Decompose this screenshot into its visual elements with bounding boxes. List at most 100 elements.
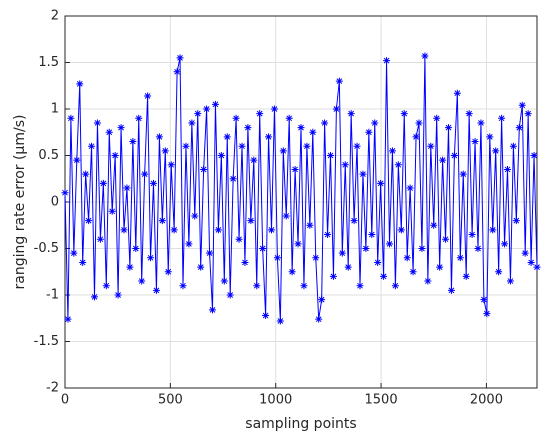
- data-marker: [329, 272, 337, 280]
- data-marker: [288, 268, 296, 276]
- data-marker: [332, 105, 340, 113]
- data-marker: [79, 258, 87, 266]
- data-marker: [147, 254, 155, 262]
- data-marker: [524, 110, 532, 118]
- data-marker: [489, 226, 497, 234]
- data-marker: [93, 119, 101, 127]
- data-marker: [338, 249, 346, 257]
- data-marker: [279, 147, 287, 155]
- data-marker: [91, 293, 98, 301]
- y-tick-label: -1.5: [34, 334, 59, 349]
- data-marker: [509, 142, 517, 150]
- data-marker: [415, 119, 423, 127]
- data-marker: [64, 315, 72, 323]
- data-marker: [238, 142, 246, 150]
- data-marker: [430, 221, 438, 229]
- data-marker: [477, 119, 485, 127]
- y-tick-label: -0.5: [34, 241, 59, 256]
- data-marker: [450, 152, 458, 159]
- data-marker: [530, 152, 538, 159]
- data-marker: [188, 119, 196, 127]
- data-marker: [303, 142, 311, 150]
- data-marker: [483, 310, 491, 318]
- data-marker: [152, 286, 160, 294]
- data-marker: [217, 152, 225, 159]
- data-marker: [474, 245, 482, 252]
- x-tick-label: 0: [61, 393, 69, 408]
- data-marker: [394, 161, 402, 169]
- data-marker: [377, 179, 385, 187]
- data-marker: [421, 52, 429, 60]
- data-marker: [262, 311, 270, 319]
- data-marker: [465, 110, 473, 118]
- y-tick-label: -2: [46, 381, 59, 396]
- data-marker: [129, 138, 137, 146]
- data-marker: [527, 258, 535, 266]
- data-marker: [197, 263, 205, 271]
- data-marker: [459, 170, 467, 178]
- x-tick-label: 1500: [365, 393, 398, 408]
- data-marker: [521, 249, 529, 257]
- data-marker: [356, 282, 364, 290]
- data-marker: [433, 114, 441, 122]
- y-axis-label: ranging rate error (μm/s): [12, 115, 28, 290]
- data-marker: [371, 119, 379, 127]
- data-marker: [155, 133, 163, 141]
- data-marker: [374, 258, 382, 266]
- data-marker: [297, 124, 305, 132]
- data-marker: [468, 231, 476, 239]
- data-marker: [141, 170, 149, 178]
- data-marker: [85, 217, 93, 225]
- data-marker: [158, 217, 166, 225]
- data-marker: [150, 179, 157, 187]
- data-marker: [368, 231, 376, 239]
- data-marker: [232, 114, 240, 122]
- x-tick-label: 500: [158, 393, 183, 408]
- y-tick-label: 0: [51, 195, 59, 210]
- data-marker: [462, 272, 470, 280]
- data-marker: [492, 147, 500, 155]
- data-marker: [229, 175, 237, 183]
- data-marker: [132, 245, 140, 252]
- data-marker: [321, 119, 329, 127]
- data-marker: [102, 282, 110, 290]
- data-marker: [99, 179, 107, 187]
- data-marker: [170, 226, 178, 234]
- data-marker: [515, 124, 523, 132]
- data-marker: [253, 282, 261, 290]
- y-tick-label: 1.5: [38, 55, 59, 70]
- data-marker: [144, 92, 152, 100]
- data-marker: [176, 54, 184, 62]
- data-marker: [126, 263, 134, 271]
- y-tick-label: 2: [51, 9, 59, 24]
- data-marker: [315, 315, 323, 323]
- data-marker: [453, 89, 461, 97]
- data-marker: [442, 235, 450, 243]
- data-marker: [309, 128, 317, 136]
- x-tick-label: 1000: [259, 393, 292, 408]
- data-marker: [211, 100, 219, 108]
- data-marker: [182, 142, 190, 150]
- data-marker: [73, 156, 81, 164]
- data-marker: [244, 124, 252, 132]
- data-marker: [397, 226, 405, 234]
- data-marker: [418, 245, 426, 252]
- data-marker: [203, 105, 211, 113]
- data-marker: [533, 263, 541, 271]
- data-marker: [285, 114, 293, 122]
- data-marker: [335, 77, 343, 85]
- data-marker: [424, 277, 432, 285]
- data-marker: [235, 235, 243, 243]
- data-marker: [76, 80, 84, 88]
- data-marker: [105, 128, 113, 136]
- data-marker: [268, 226, 275, 234]
- data-marker: [380, 272, 388, 280]
- data-marker: [486, 133, 494, 141]
- data-marker: [324, 231, 332, 239]
- data-marker: [200, 165, 208, 173]
- data-marker: [276, 317, 284, 325]
- data-marker: [506, 277, 514, 285]
- data-marker: [362, 245, 370, 252]
- data-marker: [250, 156, 258, 164]
- x-tick-label: 2000: [470, 393, 503, 408]
